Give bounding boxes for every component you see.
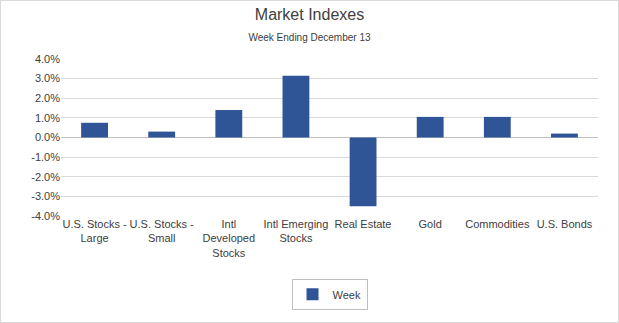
svg-text:U.S. Stocks -Small: U.S. Stocks -Small xyxy=(130,218,195,244)
svg-text:-1.0%: -1.0% xyxy=(31,151,60,163)
svg-text:-4.0%: -4.0% xyxy=(31,210,60,222)
svg-text:IntlDevelopedStocks: IntlDevelopedStocks xyxy=(203,218,256,259)
svg-text:U.S. Bonds: U.S. Bonds xyxy=(537,218,593,230)
svg-text:-2.0%: -2.0% xyxy=(31,171,60,183)
svg-text:-3.0%: -3.0% xyxy=(31,190,60,202)
svg-text:4.0%: 4.0% xyxy=(35,53,60,65)
svg-text:U.S. Stocks -Large: U.S. Stocks -Large xyxy=(62,218,127,244)
svg-text:Real Estate: Real Estate xyxy=(335,218,392,230)
svg-text:2.0%: 2.0% xyxy=(35,92,60,104)
svg-text:0.0%: 0.0% xyxy=(35,131,60,143)
svg-text:1.0%: 1.0% xyxy=(35,112,60,124)
svg-text:Intl EmergingStocks: Intl EmergingStocks xyxy=(264,218,329,244)
svg-text:Market IndexesWeek Ending Dece: Market IndexesWeek Ending December 13 xyxy=(248,6,371,43)
svg-text:Week: Week xyxy=(333,289,361,301)
svg-text:3.0%: 3.0% xyxy=(35,72,60,84)
svg-text:Gold: Gold xyxy=(419,218,442,230)
svg-text:Commodities: Commodities xyxy=(465,218,530,230)
